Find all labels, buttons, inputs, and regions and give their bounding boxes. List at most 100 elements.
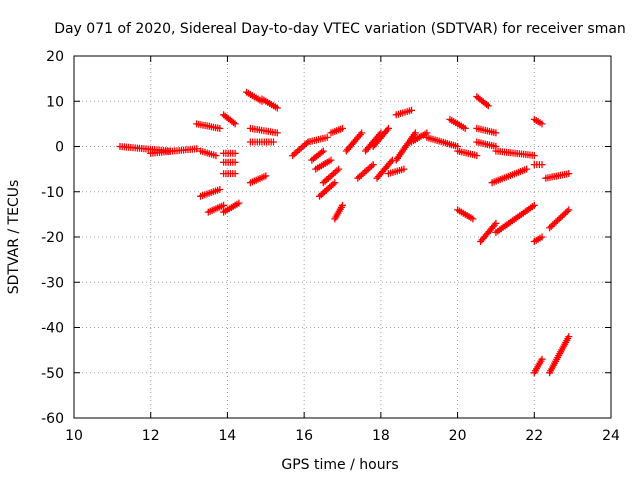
plus-markers [204,201,228,216]
y-tick-label: -60 [41,411,64,427]
series-seg29 [373,156,396,182]
plus-markers [246,124,281,137]
series-seg35 [446,115,469,132]
x-tick-label: 24 [602,428,620,444]
x-tick-label: 22 [525,428,543,444]
plus-markers [546,333,573,377]
series-seg49 [546,206,573,232]
data-points [116,88,573,377]
plus-markers [369,124,392,150]
plus-markers [373,156,396,182]
series-seg6 [204,201,228,216]
series-seg5 [197,186,224,200]
plus-markers [319,165,343,187]
series-seg30 [385,165,408,178]
series-seg19 [308,147,327,164]
plus-markers [331,201,346,223]
series-seg17 [289,138,312,160]
y-tick-label: -30 [41,275,64,291]
series-seg48 [530,233,546,245]
y-axis-label: SDTVAR / TECUs [6,180,22,295]
plus-markers [147,145,201,157]
plus-markers [530,161,546,169]
plus-markers [530,115,546,128]
series-seg47 [542,170,573,182]
plus-markers [492,147,538,160]
series-seg3 [193,120,224,132]
plus-markers [342,129,366,155]
plus-markers [220,111,239,128]
series-seg4 [197,147,220,160]
series-seg20 [312,156,335,173]
plus-markers [446,115,469,132]
y-tick-label: -20 [41,230,64,246]
plot-frame [73,55,612,419]
series-seg16 [246,172,270,187]
series-seg9 [220,158,239,166]
plus-markers [385,165,408,178]
series-seg33 [392,106,415,119]
plus-markers [289,138,312,160]
plus-markers [392,106,415,119]
plus-markers [530,233,546,245]
plus-markers [220,158,239,166]
series-seg38 [473,124,500,137]
series-seg23 [331,201,346,223]
y-tick-label: -40 [41,321,64,337]
y-tick-label: -10 [41,185,64,201]
plus-markers [308,147,327,164]
plus-markers [246,172,270,187]
series-seg13 [258,95,281,112]
series-seg46 [530,161,546,169]
plus-markers [304,133,331,146]
plus-markers [530,355,546,377]
y-tick-label: -50 [41,366,64,382]
series-seg50 [530,355,546,377]
series-seg21 [319,165,343,187]
x-tick-label: 12 [142,428,160,444]
grid-layer [73,55,612,419]
series-seg10 [220,170,239,178]
plus-markers [197,186,224,200]
series-seg15 [246,138,277,146]
chart-title: Day 071 of 2020, Sidereal Day-to-day VTE… [54,21,626,37]
series-seg25 [342,129,366,155]
series-seg45 [530,115,546,128]
plus-markers [220,199,243,216]
y-tick-label: 10 [46,94,64,110]
plus-markers [473,124,500,137]
x-tick-label: 16 [295,428,313,444]
plus-markers [454,147,481,160]
plus-markers [220,149,239,157]
series-seg37 [473,93,492,110]
plus-markers [492,201,538,236]
series-seg42 [454,206,477,223]
x-tick-label: 20 [449,428,467,444]
plus-markers [197,147,220,160]
series-seg11 [220,199,243,216]
plus-markers [312,156,335,173]
series-seg22 [316,179,339,200]
plus-markers [220,170,239,178]
series-seg32 [408,129,431,146]
series-seg36 [454,147,481,160]
plus-markers [473,93,492,110]
plus-markers [327,124,346,137]
series-seg2 [147,145,201,157]
plus-markers [477,219,500,245]
series-seg40 [492,147,538,160]
plus-markers [542,170,573,182]
tick-labels: 10 12 14 16 18 20 22 24 20 10 0 -10 -20 -30 -40 -50 -60 [41,49,620,444]
series-seg7 [220,111,239,128]
plus-markers [423,133,462,150]
series-seg24 [327,124,346,137]
series-seg14 [246,124,281,137]
series-seg39 [473,138,500,150]
series-seg28 [369,124,392,150]
plus-markers [246,138,277,146]
plus-markers [193,120,224,132]
plus-markers [354,161,377,182]
y-tick-label: 20 [46,49,64,65]
series-seg41 [488,165,531,187]
